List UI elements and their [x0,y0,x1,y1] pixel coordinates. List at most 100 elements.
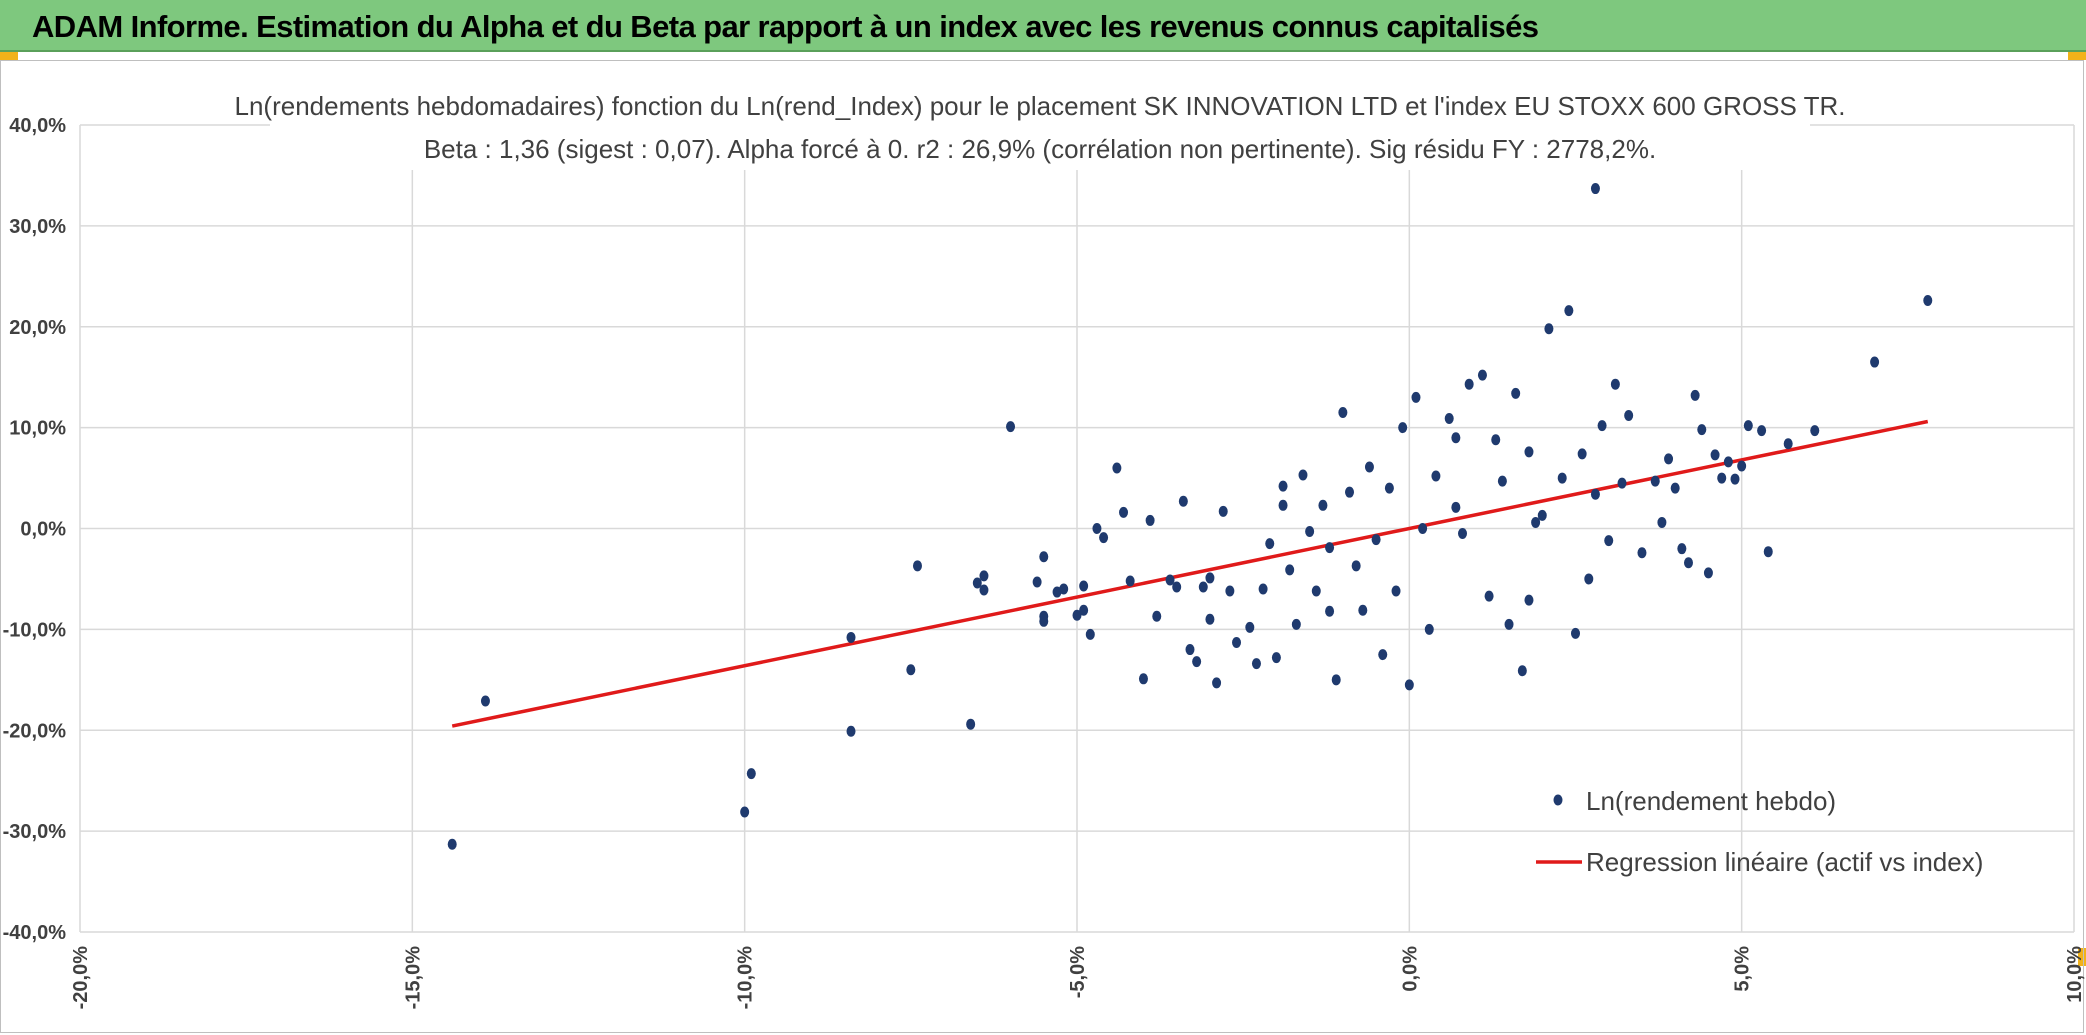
data-point [1119,506,1129,518]
y-tick-label: -20,0% [3,720,67,742]
data-point [1590,488,1600,500]
data-point [979,570,989,582]
data-point [1923,295,1933,307]
corner-marker-left [0,52,18,60]
data-point [1664,453,1674,465]
legend-label-regression: Regression linéaire (actif vs index) [1586,847,1983,877]
data-point [1670,482,1680,494]
data-point [1737,460,1747,472]
data-point [979,584,989,596]
data-point [1298,469,1308,481]
legend-label-points: Ln(rendement hebdo) [1586,786,1836,816]
data-point [1318,499,1328,511]
data-point [1497,475,1507,487]
data-point [1624,410,1634,422]
data-point [966,718,976,730]
regression-line [451,419,1929,728]
y-tick-label: 40,0% [9,115,66,137]
legend-marker-points [1553,794,1563,806]
data-point [1345,486,1355,498]
data-point [1152,610,1162,622]
data-point [1371,534,1381,546]
grid-lines [79,124,2075,933]
data-point [1511,387,1521,399]
x-tick-label: -10,0% [735,946,757,1010]
y-tick-label: -30,0% [3,821,67,843]
data-point [1504,618,1514,630]
x-tick-label: -5,0% [1067,946,1089,998]
data-point [1311,585,1321,597]
data-point [1484,590,1494,602]
report-header: ADAM Informe. Estimation du Alpha et du … [0,0,2086,52]
data-point [1338,406,1348,418]
data-point [1072,609,1082,621]
data-point [1517,665,1527,677]
data-point [1079,604,1089,616]
data-point [1757,425,1767,437]
data-point [1205,572,1215,584]
data-point [1590,183,1600,195]
data-point [1404,679,1414,691]
data-point [846,631,856,643]
data-point [740,806,750,818]
data-point [1225,585,1235,597]
data-point [1544,323,1554,335]
data-point [1285,564,1295,576]
data-point [1703,567,1713,579]
data-point [1398,422,1408,434]
data-point [1085,628,1095,640]
data-point [1710,449,1720,461]
data-point [1783,438,1793,450]
y-tick-label: 30,0% [9,216,66,238]
data-point [1577,448,1587,460]
data-point [1717,472,1727,484]
data-point [1265,538,1275,550]
data-point [1145,514,1155,526]
data-point [1006,421,1016,433]
data-point [1411,391,1421,403]
data-point [1597,420,1607,432]
data-point [1198,581,1208,593]
data-point [1351,560,1361,572]
x-tick-label: 5,0% [1732,946,1754,992]
data-point [1683,557,1693,569]
y-tick-label: -40,0% [3,922,67,944]
report-title: ADAM Informe. Estimation du Alpha et du … [32,9,1539,44]
data-point [1212,677,1222,689]
data-point [1431,470,1441,482]
data-point [1059,583,1069,595]
data-point [1391,585,1401,597]
legend: Ln(rendement hebdo) Regression linéaire (… [1536,786,1983,877]
data-point [1079,580,1089,592]
data-point [1584,573,1594,585]
x-tick-label: 0,0% [1399,946,1421,992]
data-point [1477,369,1487,381]
data-point [1185,644,1195,656]
data-point [1810,425,1820,437]
corner-marker-bottom-right [2078,948,2086,966]
data-point [1218,505,1228,517]
x-tick-label: -20,0% [70,946,92,1010]
data-point [1032,576,1042,588]
data-point [1557,472,1567,484]
data-point [1384,482,1394,494]
data-point [1677,543,1687,555]
data-point [912,560,922,572]
data-point [1092,523,1102,534]
data-point [846,725,856,737]
data-point [1172,581,1182,593]
data-point [1650,475,1660,487]
corner-marker-right [2068,52,2086,60]
data-point [1112,462,1122,474]
data-point [1690,389,1700,401]
data-point [480,695,490,707]
chart-title: Ln(rendements hebdomadaires) fonction du… [235,91,1846,121]
data-point [1331,674,1341,686]
data-point [746,768,756,780]
data-point [1697,424,1707,436]
data-point [1178,495,1188,507]
data-point [1245,621,1255,633]
chart-title-background [270,88,1810,170]
data-point [1571,627,1580,639]
data-point [1378,649,1388,661]
